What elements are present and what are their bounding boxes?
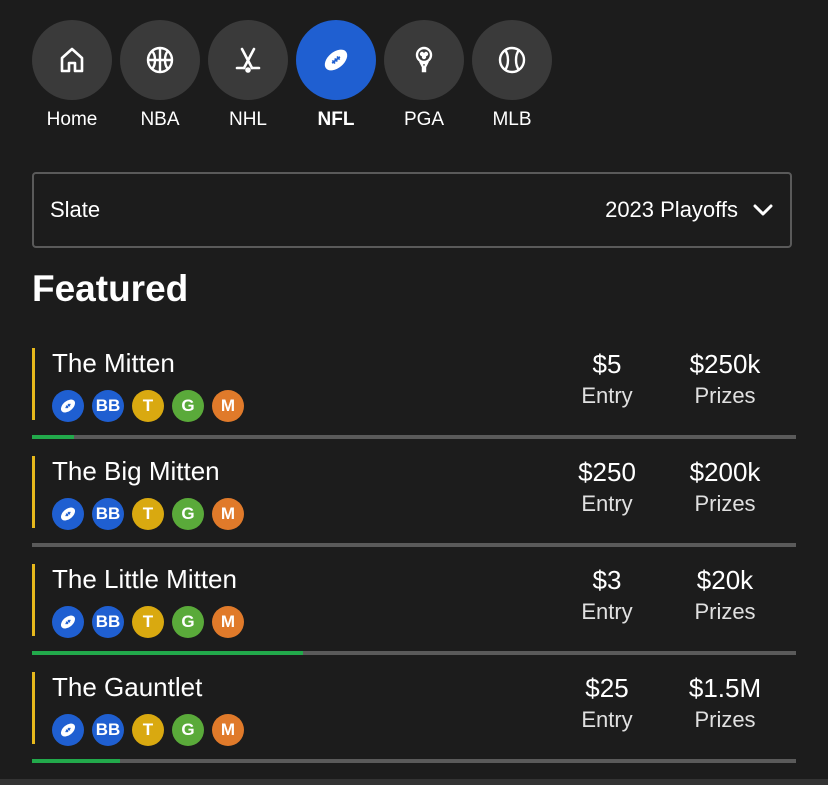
nav-label-nba: NBA <box>140 109 180 130</box>
slate-value: 2023 Playoffs <box>605 197 738 222</box>
badge-g: G <box>172 498 204 530</box>
contest-name: The Gauntlet <box>52 672 203 702</box>
prizes-value: $200k <box>689 457 761 487</box>
entry-value: $3 <box>592 565 622 595</box>
entry-stat: $250 Entry <box>547 456 667 520</box>
featured-heading: Featured <box>32 268 189 309</box>
contest-card[interactable]: The Big Mitten BB T G M $250 Entry $200k… <box>32 456 796 556</box>
progress-bar <box>32 435 796 439</box>
prizes-value: $1.5M <box>688 673 762 703</box>
prizes-stat: $250k Prizes <box>665 348 785 412</box>
bottom-divider <box>0 779 828 785</box>
contest-badges: BB T G M <box>52 390 244 422</box>
entry-value: $5 <box>592 349 622 379</box>
badge-m: M <box>212 714 244 746</box>
nav-item-nba[interactable]: NBA <box>120 20 200 131</box>
badge-bb: BB <box>92 714 124 746</box>
nav-label-nfl: NFL <box>317 109 355 130</box>
contest-card[interactable]: The Gauntlet BB T G M $25 Entry $1.5M Pr… <box>32 672 796 772</box>
entry-value: $250 <box>578 457 636 487</box>
nav-label-nhl: NHL <box>228 109 267 130</box>
hockey-icon <box>208 20 288 100</box>
badge-m: M <box>212 390 244 422</box>
badge-bb: BB <box>92 390 124 422</box>
progress-bar <box>32 759 796 763</box>
contest-name: The Little Mitten <box>52 564 237 594</box>
badge-g: G <box>172 606 204 638</box>
prizes-value: $20k <box>696 565 754 595</box>
nav-item-mlb[interactable]: MLB <box>472 20 552 131</box>
contest-card[interactable]: The Little Mitten BB T G M $3 Entry $20k… <box>32 564 796 664</box>
prizes-label: Prizes <box>694 707 756 732</box>
golf-icon <box>384 20 464 100</box>
entry-label: Entry <box>581 491 633 516</box>
contest-name: The Big Mitten <box>52 456 220 486</box>
badge-t: T <box>132 498 164 530</box>
prizes-label: Prizes <box>694 383 756 408</box>
entry-stat: $25 Entry <box>547 672 667 736</box>
nav-item-pga[interactable]: PGA <box>384 20 464 131</box>
entry-label: Entry <box>581 707 633 732</box>
badge-t: T <box>132 714 164 746</box>
contest-accent-bar <box>32 348 35 420</box>
slate-dropdown[interactable]: Slate 2023 Playoffs <box>32 172 792 248</box>
prizes-value: $250k <box>689 349 761 379</box>
prizes-label: Prizes <box>694 599 756 624</box>
badge-g: G <box>172 714 204 746</box>
football-icon <box>52 498 84 530</box>
badge-m: M <box>212 606 244 638</box>
home-icon <box>32 20 112 100</box>
contest-accent-bar <box>32 564 35 636</box>
entry-stat: $3 Entry <box>547 564 667 628</box>
prizes-stat: $1.5M Prizes <box>665 672 785 736</box>
progress-fill <box>32 759 120 763</box>
slate-selection: 2023 Playoffs <box>605 197 774 223</box>
prizes-label: Prizes <box>694 491 756 516</box>
baseball-icon <box>472 20 552 100</box>
contest-badges: BB T G M <box>52 606 244 638</box>
football-icon <box>296 20 376 100</box>
badge-m: M <box>212 498 244 530</box>
badge-g: G <box>172 390 204 422</box>
progress-bar <box>32 651 796 655</box>
nav-item-nfl[interactable]: NFL <box>296 20 376 131</box>
slate-label: Slate <box>50 197 101 222</box>
chevron-down-icon <box>752 203 774 217</box>
contest-accent-bar <box>32 456 35 528</box>
nav-label-pga: PGA <box>403 109 445 130</box>
prizes-stat: $200k Prizes <box>665 456 785 520</box>
basketball-icon <box>120 20 200 100</box>
entry-label: Entry <box>581 383 633 408</box>
nav-label-home: Home <box>46 109 98 130</box>
football-icon <box>52 714 84 746</box>
badge-bb: BB <box>92 498 124 530</box>
football-icon <box>52 606 84 638</box>
progress-bar <box>32 543 796 547</box>
badge-t: T <box>132 390 164 422</box>
entry-stat: $5 Entry <box>547 348 667 412</box>
prizes-stat: $20k Prizes <box>665 564 785 628</box>
nav-item-nhl[interactable]: NHL <box>208 20 288 131</box>
progress-fill <box>32 435 75 439</box>
progress-fill <box>32 651 304 655</box>
nav-label-mlb: MLB <box>492 109 532 130</box>
badge-bb: BB <box>92 606 124 638</box>
contest-badges: BB T G M <box>52 714 244 746</box>
nav-item-home[interactable]: Home <box>32 20 112 131</box>
football-icon <box>52 390 84 422</box>
entry-value: $25 <box>585 673 629 703</box>
sports-nav: Home NBA NHL <box>32 20 552 131</box>
contest-name: The Mitten <box>52 348 175 378</box>
badge-t: T <box>132 606 164 638</box>
entry-label: Entry <box>581 599 633 624</box>
contest-badges: BB T G M <box>52 498 244 530</box>
contest-card[interactable]: The Mitten BB T G M $5 Entry $250k Prize… <box>32 348 796 448</box>
contest-accent-bar <box>32 672 35 744</box>
